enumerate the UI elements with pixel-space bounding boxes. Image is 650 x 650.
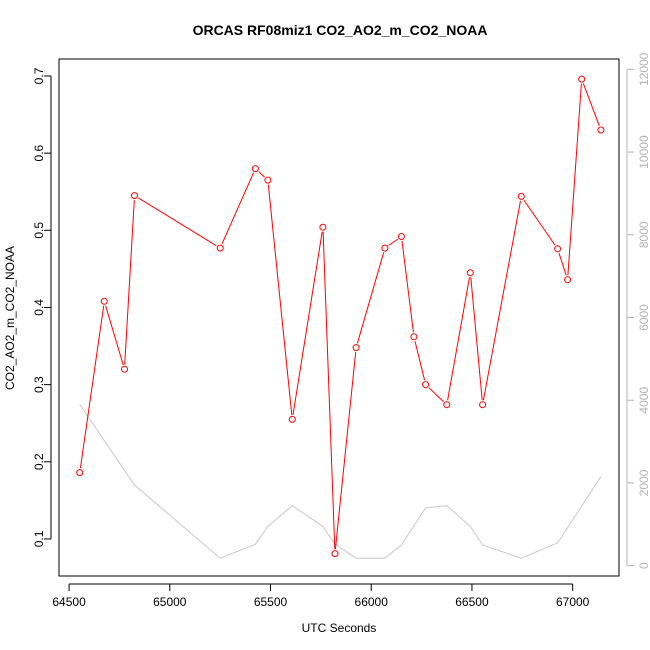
x-tick-label: 65000 — [153, 595, 187, 609]
primary-series-segment — [79, 305, 105, 469]
x-axis-label: UTC Seconds — [302, 621, 377, 635]
y-axis: 0.1 0.2 0.3 0.4 0.5 0.6 0.7 — [32, 67, 52, 547]
x-tick-label: 66500 — [455, 595, 489, 609]
secondary-y-tick-label: 8000 — [637, 221, 650, 248]
data-point — [76, 469, 84, 477]
secondary-series — [79, 404, 602, 559]
primary-series-segment — [124, 200, 135, 365]
secondary-y-tick-label: 4000 — [637, 387, 650, 414]
primary-series-segment — [292, 231, 323, 415]
primary-series-segment — [401, 240, 414, 333]
primary-series-segment — [105, 305, 124, 366]
y-tick-label: 0.1 — [32, 530, 46, 547]
y-tick-label: 0.2 — [32, 453, 46, 470]
primary-series-segment — [582, 83, 600, 126]
primary-series-segment — [523, 199, 556, 246]
secondary-y-tick-label: 12000 — [637, 52, 650, 86]
data-point — [397, 233, 405, 240]
primary-series-segment — [322, 231, 336, 550]
x-tick-label: 67000 — [556, 595, 590, 609]
y-tick-label: 0.4 — [32, 299, 46, 316]
primary-series-segment — [221, 172, 255, 245]
data-point — [251, 165, 259, 173]
data-point — [121, 365, 128, 373]
x-tick-label: 64500 — [52, 595, 86, 609]
secondary-series-line — [79, 404, 602, 559]
data-point — [578, 75, 586, 83]
primary-series-segment — [138, 197, 217, 247]
x-tick-label: 65500 — [254, 595, 288, 609]
secondary-y-tick-label: 10000 — [637, 135, 650, 169]
data-point — [466, 269, 474, 277]
x-axis: 64500 65000 65500 66000 66500 67000 — [52, 583, 590, 609]
data-point — [131, 192, 138, 200]
data-point — [264, 176, 272, 184]
data-point — [331, 550, 339, 558]
primary-series-segment — [482, 200, 521, 401]
data-point — [479, 401, 487, 409]
data-point — [100, 297, 108, 305]
secondary-y-tick-label: 0 — [637, 562, 650, 569]
primary-series-segment — [558, 252, 567, 276]
primary-series-segment — [567, 83, 582, 276]
chart-title: ORCAS RF08miz1 CO2_AO2_m_CO2_NOAA — [193, 22, 488, 38]
secondary-y-axis: 0 2000 4000 6000 8000 10000 12000 — [626, 52, 650, 569]
data-point — [381, 244, 389, 252]
data-point — [554, 245, 562, 253]
secondary-y-tick-label: 2000 — [637, 469, 650, 496]
data-point — [597, 126, 605, 134]
y-tick-label: 0.5 — [32, 222, 46, 239]
plot-frame — [58, 58, 620, 577]
secondary-y-tick-label: 6000 — [637, 304, 650, 331]
data-point — [288, 415, 296, 423]
primary-series-segment — [388, 238, 399, 246]
primary-series-segment — [470, 277, 483, 401]
data-point — [422, 381, 430, 389]
y-tick-label: 0.6 — [32, 144, 46, 161]
data-point — [443, 401, 451, 409]
data-point — [410, 333, 418, 341]
y-axis-label: CO2_AO2_m_CO2_NOAA — [3, 246, 17, 390]
primary-series-segment — [258, 171, 265, 178]
data-point — [319, 223, 327, 231]
y-tick-label: 0.3 — [32, 376, 46, 393]
primary-series-segment — [356, 252, 385, 344]
x-tick-label: 66000 — [355, 595, 389, 609]
y-tick-label: 0.7 — [32, 67, 46, 84]
primary-series-segment — [428, 387, 444, 402]
data-point — [352, 344, 360, 352]
data-point — [564, 276, 572, 284]
primary-series-segment — [414, 341, 426, 381]
primary-series-segment — [334, 352, 357, 550]
data-point — [517, 192, 525, 200]
primary-series-segment — [447, 277, 470, 401]
data-point — [216, 244, 224, 252]
primary-series — [76, 75, 605, 558]
primary-series-segment — [267, 184, 293, 415]
